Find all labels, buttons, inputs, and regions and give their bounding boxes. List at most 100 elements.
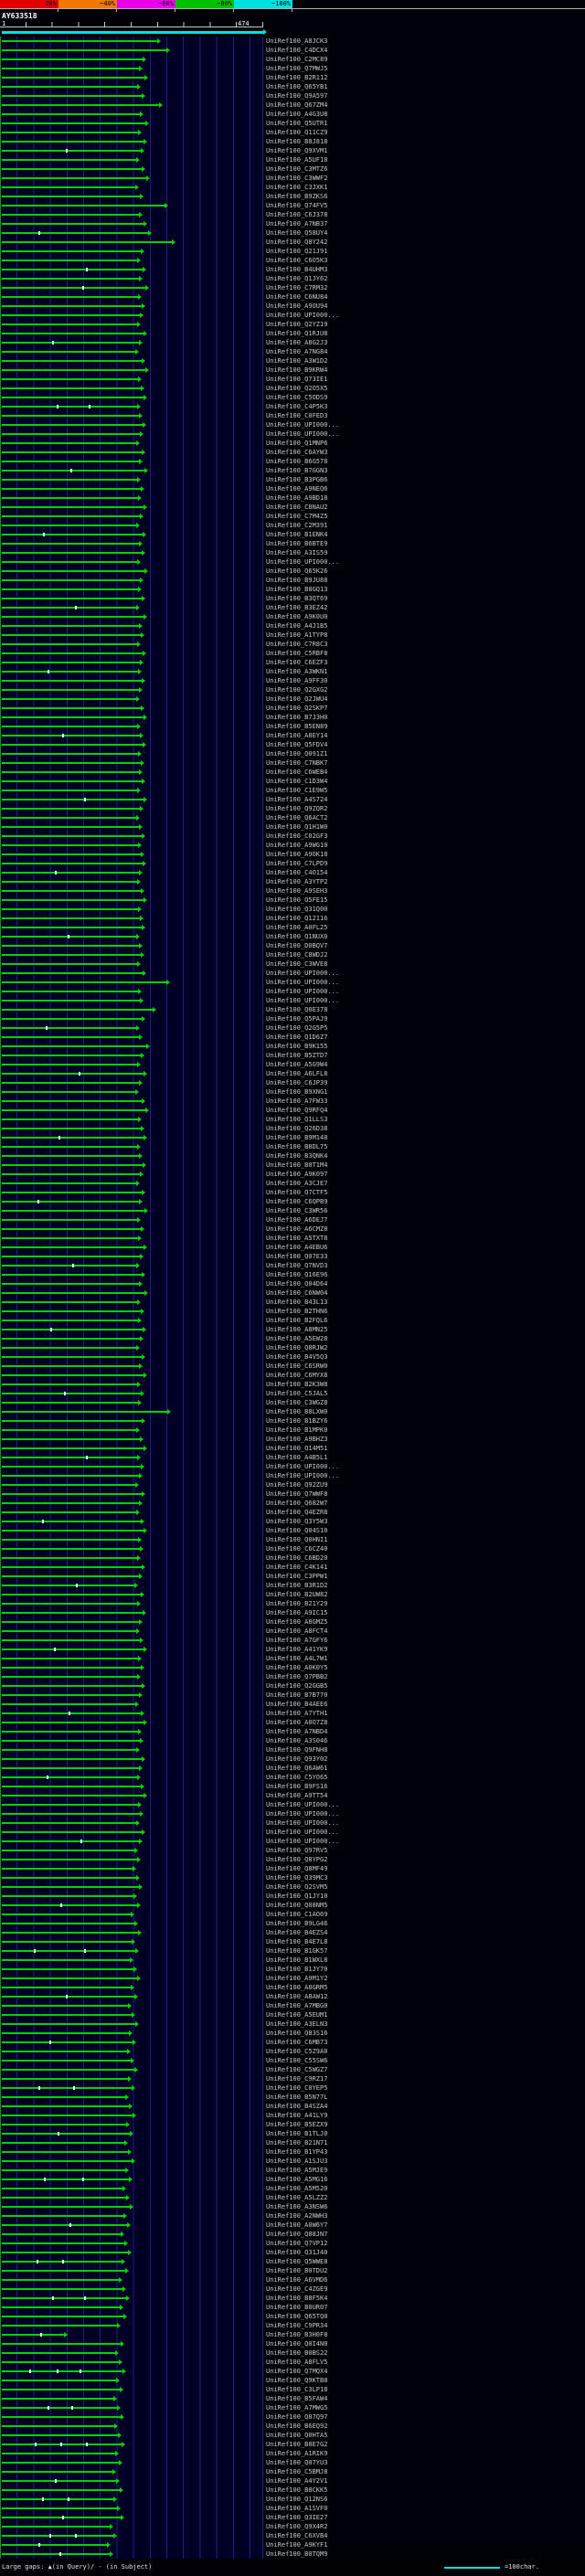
hit-bar[interactable]	[2, 84, 141, 90]
hit-bar[interactable]	[2, 2213, 127, 2219]
hit-bar[interactable]	[2, 1939, 135, 1945]
hit-bar[interactable]	[2, 1500, 143, 1506]
hit-label[interactable]: UniRef100_C5RBF8	[266, 650, 328, 657]
hit-label[interactable]: UniRef100_B6G578	[266, 458, 328, 465]
hit-label[interactable]: UniRef100_Q92ZU9	[266, 1481, 328, 1489]
hit-bar[interactable]	[2, 121, 149, 126]
hit-label[interactable]: UniRef100_B3PGB6	[266, 476, 328, 483]
hit-label[interactable]: UniRef100_Q97RV5	[266, 1847, 328, 1854]
hit-label[interactable]: UniRef100_Q12NS6	[266, 2496, 328, 2503]
hit-label[interactable]: UniRef100_Q1LLS3	[266, 1116, 328, 1123]
hit-bar[interactable]	[2, 2314, 127, 2319]
hit-bar[interactable]	[2, 568, 148, 574]
hit-label[interactable]: UniRef100_B9LG46	[266, 1920, 328, 1927]
hit-label[interactable]: UniRef100_C8NAU2	[266, 504, 328, 511]
hit-label[interactable]: UniRef100_A0FL25	[266, 924, 328, 931]
hit-label[interactable]: UniRef100_A0O7Z8	[266, 1719, 328, 1726]
hit-bar[interactable]	[2, 1473, 143, 1479]
hit-bar[interactable]	[2, 916, 144, 921]
hit-label[interactable]: UniRef100_A2NWH3	[266, 2212, 328, 2220]
hit-label[interactable]: UniRef100_C3JXK1	[266, 184, 328, 191]
hit-label[interactable]: UniRef100_B4SZA4	[266, 2103, 328, 2110]
hit-bar[interactable]	[2, 1985, 134, 1990]
hit-bar[interactable]	[2, 769, 143, 775]
hit-label[interactable]: UniRef100_B8J818	[266, 138, 328, 145]
hit-bar[interactable]	[2, 1281, 143, 1287]
hit-label[interactable]: UniRef100_B8DL75	[266, 1143, 328, 1150]
hit-label[interactable]: UniRef100_B21Y29	[266, 1600, 328, 1607]
hit-bar[interactable]	[2, 1793, 147, 1798]
hit-bar[interactable]	[2, 2231, 124, 2237]
hit-bar[interactable]	[2, 2551, 113, 2557]
hit-label[interactable]: UniRef100_Q1H1W0	[266, 823, 328, 831]
hit-label[interactable]: UniRef100_A3CJE7	[266, 1180, 328, 1187]
hit-bar[interactable]	[2, 1034, 143, 1040]
hit-label[interactable]: UniRef100_A9KYF1	[266, 2541, 328, 2549]
hit-label[interactable]: UniRef100_B8GQ13	[266, 586, 328, 593]
hit-label[interactable]: UniRef100_Q39MC3	[266, 1874, 328, 1882]
hit-label[interactable]: UniRef100_C7RM32	[266, 284, 328, 292]
hit-bar[interactable]	[2, 1263, 140, 1268]
hit-bar[interactable]	[2, 696, 140, 702]
hit-bar[interactable]	[2, 1884, 143, 1890]
hit-bar[interactable]	[2, 1656, 142, 1661]
hit-bar[interactable]	[2, 806, 144, 811]
hit-label[interactable]: UniRef100_B0UR07	[266, 2304, 328, 2311]
hit-label[interactable]: UniRef100_A8AW12	[266, 1993, 328, 2000]
hit-bar[interactable]	[2, 1044, 150, 1049]
hit-bar[interactable]	[2, 1491, 145, 1497]
hit-bar[interactable]	[2, 459, 143, 464]
hit-label[interactable]: UniRef100_A5M520	[266, 2185, 328, 2192]
hit-label[interactable]: UniRef100_C7LPD9	[266, 860, 328, 867]
hit-bar[interactable]	[2, 1829, 145, 1835]
hit-bar[interactable]	[2, 1455, 141, 1460]
hit-label[interactable]: UniRef100_Q5WWE8	[266, 2258, 328, 2265]
hit-label[interactable]: UniRef100_Q73IE1	[266, 376, 328, 383]
hit-bar[interactable]	[2, 48, 170, 53]
hit-label[interactable]: UniRef100_A4EBU6	[266, 1244, 328, 1251]
hit-bar[interactable]	[2, 477, 141, 482]
hit-bar[interactable]	[2, 1400, 142, 1405]
hit-bar[interactable]	[2, 797, 147, 802]
hit-label[interactable]: UniRef100_Q5FDV4	[266, 741, 328, 748]
hit-bar[interactable]	[2, 66, 143, 71]
hit-label[interactable]: UniRef100_Q8YPG2	[266, 1856, 328, 1863]
hit-label[interactable]: UniRef100_UPI000...	[266, 1801, 340, 1808]
hit-bar[interactable]	[2, 943, 143, 949]
hit-bar[interactable]	[2, 1108, 149, 1113]
hit-label[interactable]: UniRef100_Q04D64	[266, 1280, 328, 1288]
hit-bar[interactable]	[2, 952, 144, 958]
hit-label[interactable]: UniRef100_Q12116	[266, 915, 328, 922]
hit-bar[interactable]	[2, 1363, 143, 1369]
hit-label[interactable]: UniRef100_A7NBD4	[266, 1728, 328, 1735]
hit-label[interactable]: UniRef100_A7FW33	[266, 1097, 328, 1105]
hit-bar[interactable]	[2, 1382, 141, 1387]
hit-label[interactable]: UniRef100_B3H0F8	[266, 2331, 328, 2338]
hit-bar[interactable]	[2, 1546, 144, 1552]
hit-label[interactable]: UniRef100_C4DCX4	[266, 47, 328, 54]
hit-bar[interactable]	[2, 1564, 145, 1570]
hit-bar[interactable]	[2, 331, 147, 336]
hit-label[interactable]: UniRef100_A7GFY6	[266, 1637, 328, 1644]
hit-label[interactable]: UniRef100_Q1D6Z7	[266, 1034, 328, 1041]
hit-bar[interactable]	[2, 669, 142, 674]
hit-bar[interactable]	[2, 1482, 139, 1488]
hit-bar[interactable]	[2, 1327, 146, 1332]
hit-label[interactable]: UniRef100_UPI000...	[266, 970, 340, 977]
hit-bar[interactable]	[2, 2533, 117, 2539]
hit-label[interactable]: UniRef100_Q14M51	[266, 1445, 328, 1452]
hit-bar[interactable]	[2, 852, 144, 857]
hit-bar[interactable]	[2, 157, 140, 163]
hit-label[interactable]: UniRef100_Q83S16	[266, 2030, 328, 2037]
hit-bar[interactable]	[2, 1665, 144, 1670]
hit-label[interactable]: UniRef100_UPI000...	[266, 1829, 340, 1836]
hit-label[interactable]: UniRef100_A8GRM5	[266, 1984, 328, 1991]
hit-label[interactable]: UniRef100_A5TXT8	[266, 1235, 328, 1242]
hit-label[interactable]: UniRef100_Q5FE15	[266, 896, 328, 904]
hit-bar[interactable]	[2, 843, 142, 848]
hit-bar[interactable]	[2, 93, 145, 99]
hit-label[interactable]: UniRef100_C3WGZ8	[266, 1399, 328, 1406]
hit-bar[interactable]	[2, 2451, 119, 2456]
hit-label[interactable]: UniRef100_B7B770	[266, 1691, 328, 1699]
hit-label[interactable]: UniRef100_B8CKK5	[266, 2486, 328, 2494]
